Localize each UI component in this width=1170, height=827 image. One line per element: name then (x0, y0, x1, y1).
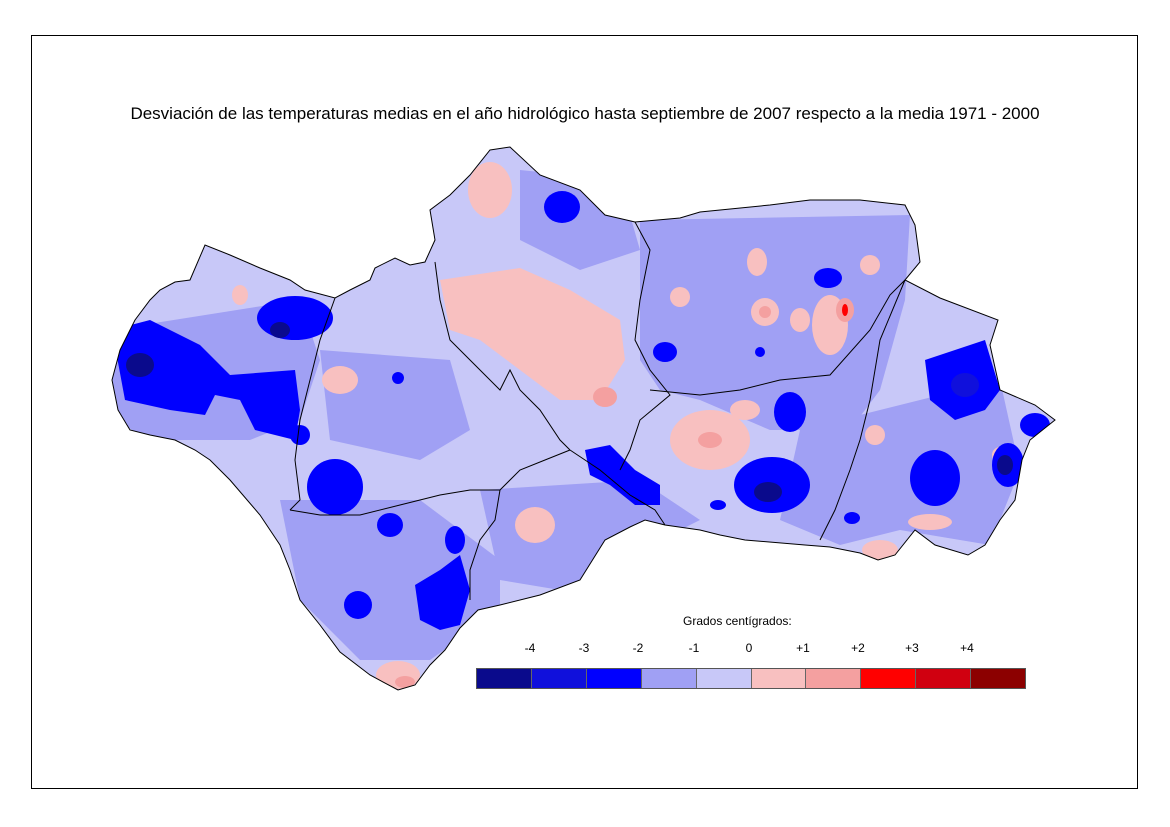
legend-tick: 0 (745, 641, 753, 655)
border-sevilla-cordoba (434, 261, 571, 451)
legend-swatch (477, 669, 532, 688)
province-borders (289, 221, 906, 600)
coldest-core (951, 373, 979, 397)
cold-spot (844, 512, 860, 524)
cold-spot (653, 342, 677, 362)
legend-swatch (971, 669, 1026, 688)
cold-spot (344, 591, 372, 619)
border-granada-almeria (819, 279, 906, 541)
legend-swatch (586, 669, 642, 688)
cold-spot (445, 526, 465, 554)
coldest-core (270, 322, 290, 338)
cold-spot (544, 191, 580, 223)
warmer-spot (759, 306, 771, 318)
warm-spot (747, 248, 767, 276)
cold-spot (290, 425, 310, 445)
warm-spot (232, 285, 248, 305)
legend-tick: -3 (578, 641, 590, 655)
legend-swatch (806, 669, 862, 688)
border-cordoba-jaen (619, 221, 671, 471)
huelva-cold-area (112, 320, 300, 440)
cold-spot (392, 372, 404, 384)
warm-spot (322, 366, 358, 394)
legend-swatch (916, 669, 972, 688)
border-sevilla-cadiz (289, 449, 571, 516)
border-cadiz-malaga (469, 489, 501, 600)
legend-tick: +3 (905, 641, 919, 655)
coldest-core (126, 353, 154, 377)
warm-spot (862, 540, 898, 560)
north-warm-spot (468, 162, 512, 218)
warmer-spot (698, 432, 722, 448)
warm-spot (865, 425, 885, 445)
jaen-granada-field (640, 215, 910, 430)
legend-color-bar (476, 668, 1026, 689)
almeria-field (780, 380, 1020, 545)
warm-spot (670, 287, 690, 307)
legend-swatch (696, 669, 752, 688)
temperature-field (112, 147, 1055, 690)
legend-tick: -1 (688, 641, 700, 655)
cold-spot (710, 500, 726, 510)
warmer-spot (593, 387, 617, 407)
legend-swatch (531, 669, 587, 688)
warm-spot (790, 308, 810, 332)
warmer-spot (395, 676, 415, 688)
cold-spot (377, 513, 403, 537)
legend-tick: +1 (796, 641, 810, 655)
warm-spot (515, 507, 555, 543)
cold-spot (910, 450, 960, 506)
legend-swatch (641, 669, 697, 688)
legend-tick: -4 (524, 641, 536, 655)
cadiz-cold-area (415, 555, 470, 630)
warm-spot (730, 400, 760, 420)
cold-spot (755, 347, 765, 357)
legend-tick: -2 (632, 641, 644, 655)
cold-spot (814, 268, 842, 288)
cordoba-warm-area (440, 268, 625, 400)
map-title: Desviación de las temperaturas medias en… (130, 104, 1040, 123)
cold-spot (257, 296, 333, 340)
hot-spot (842, 304, 848, 316)
legend-tick: +2 (851, 641, 865, 655)
legend-swatch (751, 669, 807, 688)
malaga-cold-area (585, 445, 660, 505)
cold-spot (774, 392, 806, 432)
coldest-core (754, 482, 782, 502)
cold-spot (307, 459, 363, 515)
border-jaen-granada (649, 279, 906, 396)
legend-tick: +4 (960, 641, 974, 655)
border-malaga-granada (569, 449, 666, 526)
coldest-core (997, 455, 1013, 475)
warm-spot (860, 255, 880, 275)
border-huelva-sevilla (289, 297, 336, 511)
warm-spot (908, 514, 952, 530)
legend-swatch (861, 669, 917, 688)
legend-title: Grados centígrados: (683, 614, 792, 628)
cold-spot (1020, 413, 1050, 437)
